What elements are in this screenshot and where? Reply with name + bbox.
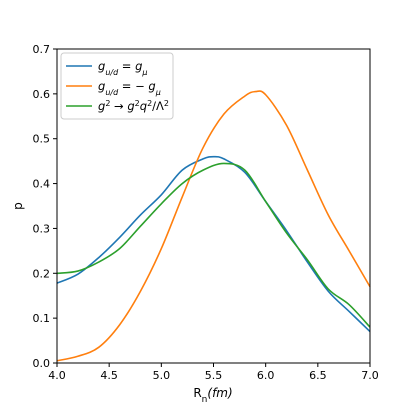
y-tick-label: 0.2 — [33, 267, 51, 280]
x-axis-label: Rn(fm) — [193, 386, 232, 405]
series-line-1 — [56, 155, 371, 333]
y-axis-label: p — [11, 202, 25, 210]
series-line-3 — [56, 162, 371, 328]
plot-lines — [56, 90, 371, 362]
legend-label-2: gu/d = − gμ — [98, 79, 161, 97]
legend-label-3: g2 → g2q2/Λ2 — [98, 99, 169, 114]
y-tick-label: 0.6 — [33, 88, 51, 101]
x-tick-label: 6.5 — [309, 369, 327, 382]
x-tick-label: 7.0 — [361, 369, 379, 382]
legend-label-1: gu/d = gμ — [98, 59, 148, 77]
x-tick-label: 4.5 — [100, 369, 118, 382]
y-tick-label: 0.3 — [33, 222, 51, 235]
x-axis: 4.0 4.5 5.0 5.5 6.0 6.5 7.0 — [48, 363, 379, 382]
y-tick-label: 0.0 — [33, 357, 51, 370]
y-tick-label: 0.7 — [33, 43, 51, 56]
y-tick-label: 0.5 — [33, 133, 51, 146]
y-tick-label: 0.4 — [33, 178, 51, 191]
legend: gu/d = gμ gu/d = − gμ g2 → g2q2/Λ2 — [60, 52, 174, 120]
x-tick-label: 5.0 — [153, 369, 171, 382]
series-line-2 — [56, 90, 371, 362]
y-tick-label: 0.1 — [33, 312, 51, 325]
x-tick-label: 6.0 — [257, 369, 275, 382]
legend-box — [60, 52, 174, 120]
y-axis: 0.0 0.1 0.2 0.3 0.4 0.5 0.6 0.7 — [33, 43, 57, 370]
x-tick-label: 5.5 — [205, 369, 223, 382]
x-tick-label: 4.0 — [48, 369, 66, 382]
